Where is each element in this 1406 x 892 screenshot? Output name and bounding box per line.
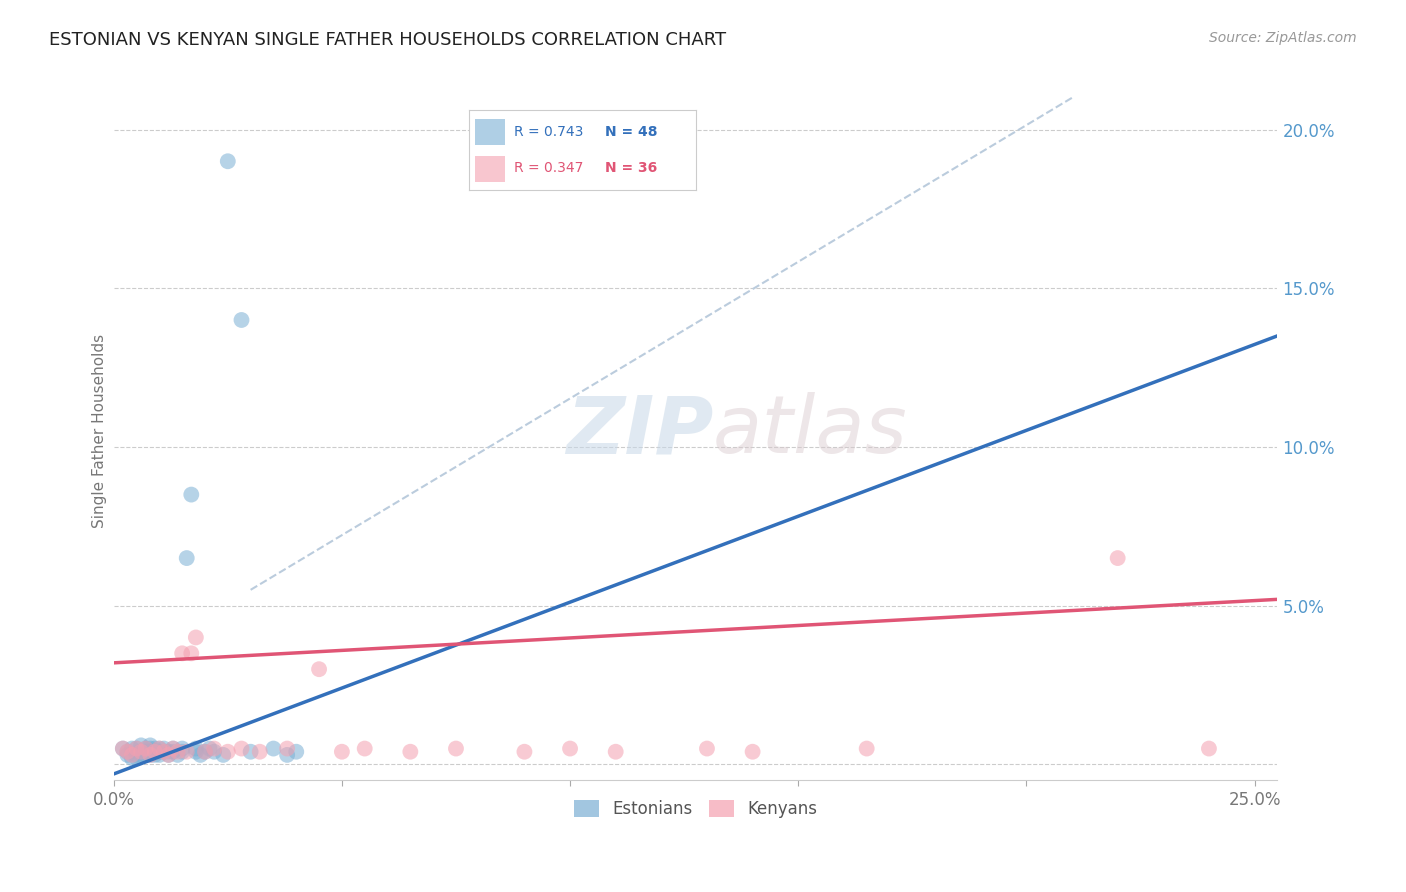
Point [249,745,271,759]
Point [198,741,221,756]
Point [162,741,184,756]
Point [1198,741,1220,756]
Point [180,487,202,501]
Point [148,747,170,762]
Point [217,154,239,169]
Point [176,551,198,566]
Point [399,745,422,759]
Point [605,745,627,759]
Point [855,741,877,756]
Point [276,741,298,756]
Point [558,741,581,756]
Point [276,747,298,762]
Point [153,741,176,756]
Point [129,747,152,762]
Point [190,747,212,762]
Point [129,739,152,753]
Point [125,747,148,762]
Point [202,745,225,759]
Point [239,745,262,759]
Text: ZIP: ZIP [565,392,713,470]
Point [153,745,176,759]
Point [184,741,207,756]
Point [217,745,239,759]
Point [111,741,134,756]
Point [121,747,143,762]
Point [184,745,207,759]
Point [125,741,148,756]
Point [157,745,180,759]
Point [184,631,207,645]
Point [162,741,184,756]
Point [262,741,284,756]
Legend: Estonians, Kenyans: Estonians, Kenyans [567,793,824,824]
Point [194,745,217,759]
Point [330,745,353,759]
Point [231,741,253,756]
Point [212,747,235,762]
Point [231,313,253,327]
Point [135,745,157,759]
Point [139,747,162,762]
Point [513,745,536,759]
Text: Source: ZipAtlas.com: Source: ZipAtlas.com [1209,31,1357,45]
Point [117,747,139,762]
Point [139,745,162,759]
Point [696,741,718,756]
Point [135,741,157,756]
Point [117,745,139,759]
Point [148,745,170,759]
Point [308,662,330,676]
Point [129,745,152,759]
Point [125,741,148,756]
Point [444,741,467,756]
Point [202,741,225,756]
Text: ESTONIAN VS KENYAN SINGLE FATHER HOUSEHOLDS CORRELATION CHART: ESTONIAN VS KENYAN SINGLE FATHER HOUSEHO… [49,31,727,49]
Point [125,751,148,765]
Point [121,751,143,765]
Point [176,745,198,759]
Point [162,745,184,759]
Point [157,747,180,762]
Point [285,745,308,759]
Point [166,747,188,762]
Point [143,745,166,759]
Point [117,745,139,759]
Point [143,747,166,762]
Point [172,745,194,759]
Point [194,745,217,759]
Point [148,741,170,756]
Point [172,741,194,756]
Point [148,741,170,756]
Point [166,745,188,759]
Point [135,747,157,762]
Point [741,745,763,759]
Point [121,741,143,756]
Point [157,747,180,762]
Point [1107,551,1129,566]
Point [139,739,162,753]
Point [139,741,162,756]
Text: atlas: atlas [713,392,908,470]
Point [129,745,152,759]
Point [143,741,166,756]
Point [139,747,162,762]
Y-axis label: Single Father Households: Single Father Households [93,334,107,528]
Point [111,741,134,756]
Point [143,745,166,759]
Point [172,646,194,660]
Point [135,741,157,756]
Point [153,745,176,759]
Point [180,646,202,660]
Point [353,741,375,756]
